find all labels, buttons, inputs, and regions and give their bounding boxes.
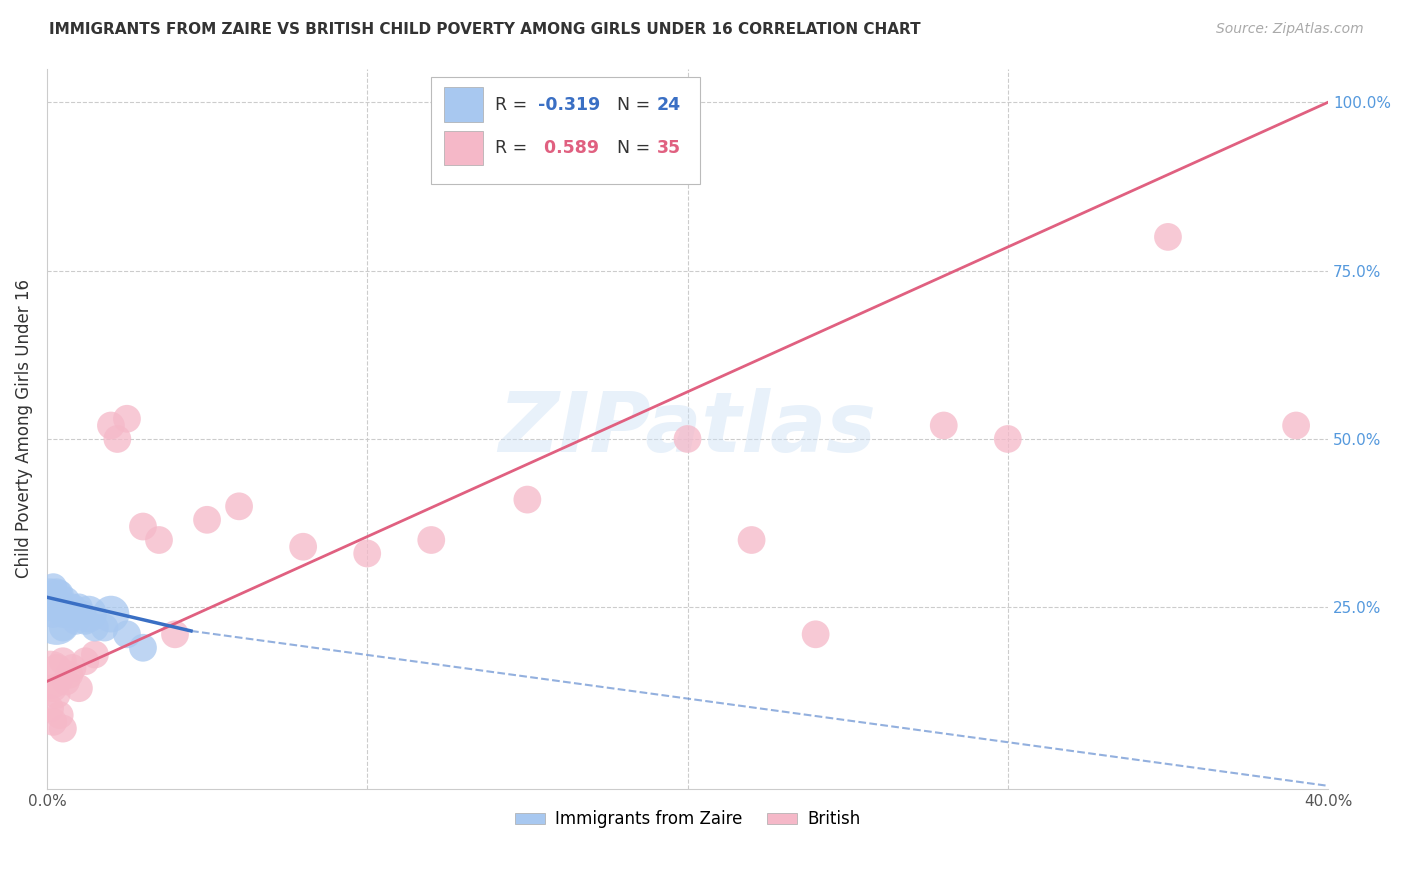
- Text: R =: R =: [495, 95, 533, 113]
- Point: [52, 722, 75, 736]
- Legend: Immigrants from Zaire, British: Immigrants from Zaire, British: [508, 804, 868, 835]
- FancyBboxPatch shape: [444, 87, 482, 122]
- Point: [65, 614, 87, 628]
- Text: ZIPatlas: ZIPatlas: [499, 388, 876, 469]
- Text: N =: N =: [617, 139, 655, 157]
- Text: Source: ZipAtlas.com: Source: ZipAtlas.com: [1216, 22, 1364, 37]
- Point: [70, 607, 93, 621]
- Point: [84, 621, 107, 635]
- Point: [45, 593, 67, 607]
- Point: [804, 627, 827, 641]
- Point: [741, 533, 763, 547]
- Point: [1285, 418, 1308, 433]
- Y-axis label: Child Poverty Among Girls Under 16: Child Poverty Among Girls Under 16: [15, 279, 32, 578]
- Point: [115, 411, 138, 425]
- Point: [132, 640, 155, 655]
- Point: [45, 688, 67, 702]
- Point: [148, 533, 170, 547]
- Point: [52, 654, 75, 668]
- Point: [42, 681, 65, 696]
- Point: [48, 600, 70, 615]
- Point: [58, 607, 80, 621]
- Point: [42, 714, 65, 729]
- Point: [676, 432, 699, 446]
- Text: 35: 35: [657, 139, 681, 157]
- Point: [39, 600, 62, 615]
- Point: [39, 587, 62, 601]
- Point: [75, 614, 97, 628]
- Point: [45, 587, 67, 601]
- Point: [48, 587, 70, 601]
- Point: [932, 418, 955, 433]
- FancyBboxPatch shape: [444, 130, 482, 165]
- Point: [1157, 230, 1180, 244]
- Point: [55, 593, 77, 607]
- Point: [228, 500, 250, 514]
- Point: [67, 681, 90, 696]
- Point: [75, 654, 97, 668]
- Point: [115, 627, 138, 641]
- Point: [105, 432, 128, 446]
- Point: [42, 607, 65, 621]
- Point: [132, 519, 155, 533]
- Point: [163, 627, 186, 641]
- Point: [100, 607, 122, 621]
- Point: [45, 661, 67, 675]
- Point: [516, 492, 538, 507]
- Point: [39, 667, 62, 681]
- Point: [420, 533, 443, 547]
- Point: [52, 621, 75, 635]
- Point: [84, 648, 107, 662]
- Point: [77, 607, 100, 621]
- Text: N =: N =: [617, 95, 655, 113]
- Point: [292, 540, 315, 554]
- Point: [93, 621, 115, 635]
- Point: [100, 418, 122, 433]
- Point: [62, 661, 84, 675]
- Point: [356, 546, 378, 560]
- Text: IMMIGRANTS FROM ZAIRE VS BRITISH CHILD POVERTY AMONG GIRLS UNDER 16 CORRELATION : IMMIGRANTS FROM ZAIRE VS BRITISH CHILD P…: [49, 22, 921, 37]
- Point: [67, 600, 90, 615]
- Point: [52, 607, 75, 621]
- Point: [42, 580, 65, 594]
- Point: [55, 674, 77, 689]
- Text: 0.589: 0.589: [537, 139, 599, 157]
- Point: [62, 600, 84, 615]
- Text: 24: 24: [657, 95, 681, 113]
- Point: [997, 432, 1019, 446]
- Point: [45, 614, 67, 628]
- Text: -0.319: -0.319: [537, 95, 600, 113]
- Point: [58, 667, 80, 681]
- FancyBboxPatch shape: [432, 78, 700, 184]
- Point: [48, 708, 70, 723]
- Point: [39, 701, 62, 715]
- Point: [195, 513, 218, 527]
- Text: R =: R =: [495, 139, 533, 157]
- Point: [548, 115, 571, 129]
